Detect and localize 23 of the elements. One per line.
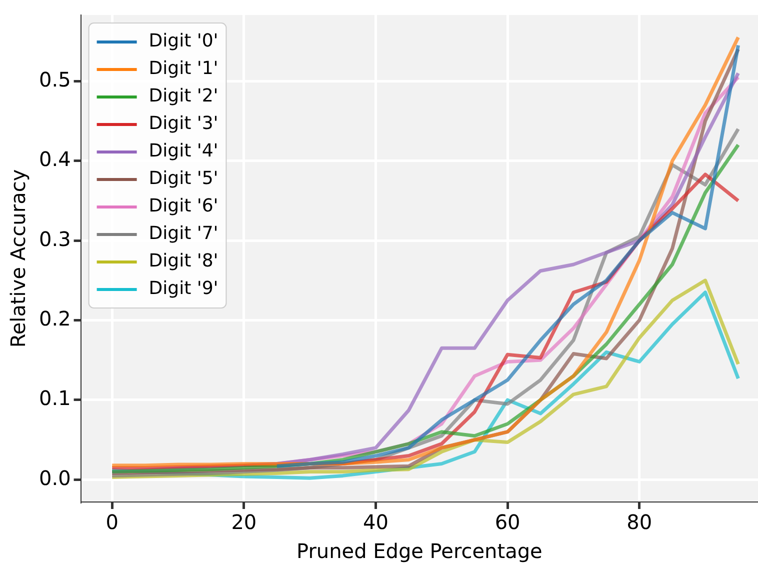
- legend-label: Digit '0': [148, 30, 218, 52]
- legend-label: Digit '1': [148, 58, 218, 80]
- x-tick-label: 80: [626, 510, 652, 534]
- y-axis-title: Relative Accuracy: [6, 169, 30, 348]
- legend-label: Digit '9': [148, 278, 218, 300]
- x-tick-label: 20: [231, 510, 257, 534]
- x-tick-label: 0: [106, 510, 118, 534]
- legend-label: Digit '4': [148, 140, 218, 162]
- y-tick-label: 0.1: [38, 386, 71, 410]
- x-axis-title: Pruned Edge Percentage: [296, 539, 542, 564]
- y-tick-label: 0.2: [38, 306, 71, 330]
- legend-label: Digit '6': [148, 196, 218, 217]
- y-tick-label: 0.3: [38, 226, 71, 251]
- legend-label: Digit '7': [148, 223, 218, 244]
- y-tick-label: 0.5: [38, 67, 71, 92]
- legend-label: Digit '8': [148, 250, 218, 272]
- x-tick-label: 60: [494, 510, 520, 534]
- y-tick-label: 0.4: [38, 147, 71, 172]
- legend-label: Digit '3': [148, 113, 218, 134]
- y-tick-label: 0.0: [38, 466, 71, 490]
- legend-label: Digit '5': [148, 168, 218, 190]
- legend-label: Digit '2': [148, 86, 218, 107]
- x-tick-label: 40: [363, 510, 388, 534]
